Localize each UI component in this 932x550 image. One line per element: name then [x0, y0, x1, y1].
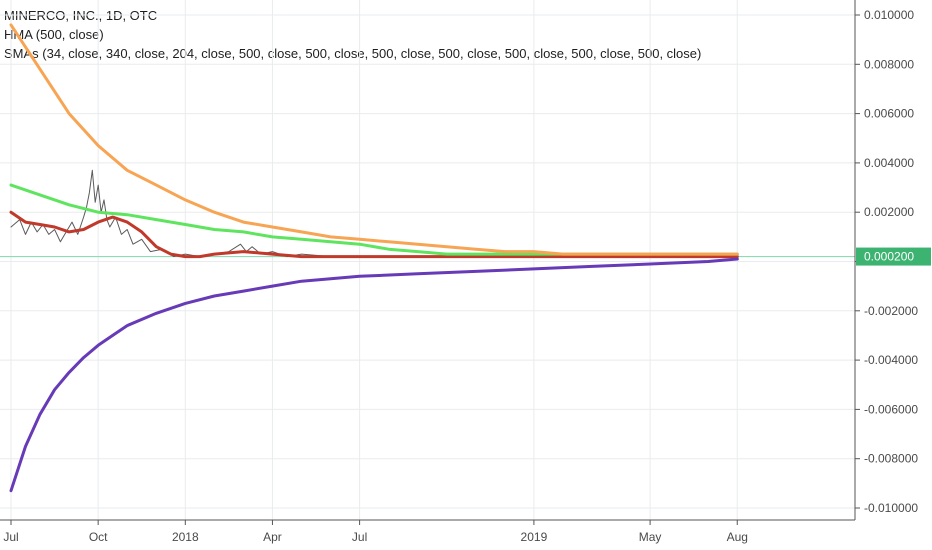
series-hma_purple — [9, 257, 739, 493]
x-tick-label: Jul — [352, 530, 367, 544]
series-sma_orange — [9, 23, 739, 256]
y-tick-label: -0.004000 — [864, 353, 918, 367]
x-tick-label: Aug — [727, 530, 748, 544]
x-tick-label: 2019 — [521, 530, 548, 544]
y-tick-label: -0.002000 — [864, 304, 918, 318]
y-tick-label: 0.004000 — [864, 156, 914, 170]
last-price-badge — [856, 247, 931, 266]
y-axis: 0.010000 0.008000 0.006000 0.004000 0.002000… — [854, 0, 931, 520]
x-tick-label: Apr — [263, 530, 282, 544]
y-tick-label: -0.010000 — [864, 501, 918, 515]
y-tick-label: 0.010000 — [864, 8, 914, 22]
series-sma_red — [9, 210, 739, 259]
x-tick-label: Oct — [89, 530, 108, 544]
grid — [0, 0, 855, 520]
chart-legend: MINERCO, INC., 1D, OTC HMA (500, close) … — [4, 6, 701, 63]
y-tick-label: 0.006000 — [864, 107, 914, 121]
y-tick-label: -0.006000 — [864, 402, 918, 416]
y-tick-label: 0.008000 — [864, 57, 914, 71]
x-tick-label: Jul — [3, 530, 18, 544]
y-tick-label: 0.002000 — [864, 205, 914, 219]
hma-legend: HMA (500, close) — [4, 27, 104, 42]
smas-legend: SMAs (34, close, 340, close, 204, close,… — [4, 46, 702, 61]
x-tick-label: 2018 — [172, 530, 199, 544]
x-axis: Jul Oct 2018 Apr Jul 2019 May Aug — [0, 519, 855, 544]
y-tick-label: -0.008000 — [864, 452, 918, 466]
last-price-label: 0.000200 — [864, 250, 914, 264]
x-tick-label: May — [639, 530, 662, 544]
plot-area — [0, 23, 855, 493]
